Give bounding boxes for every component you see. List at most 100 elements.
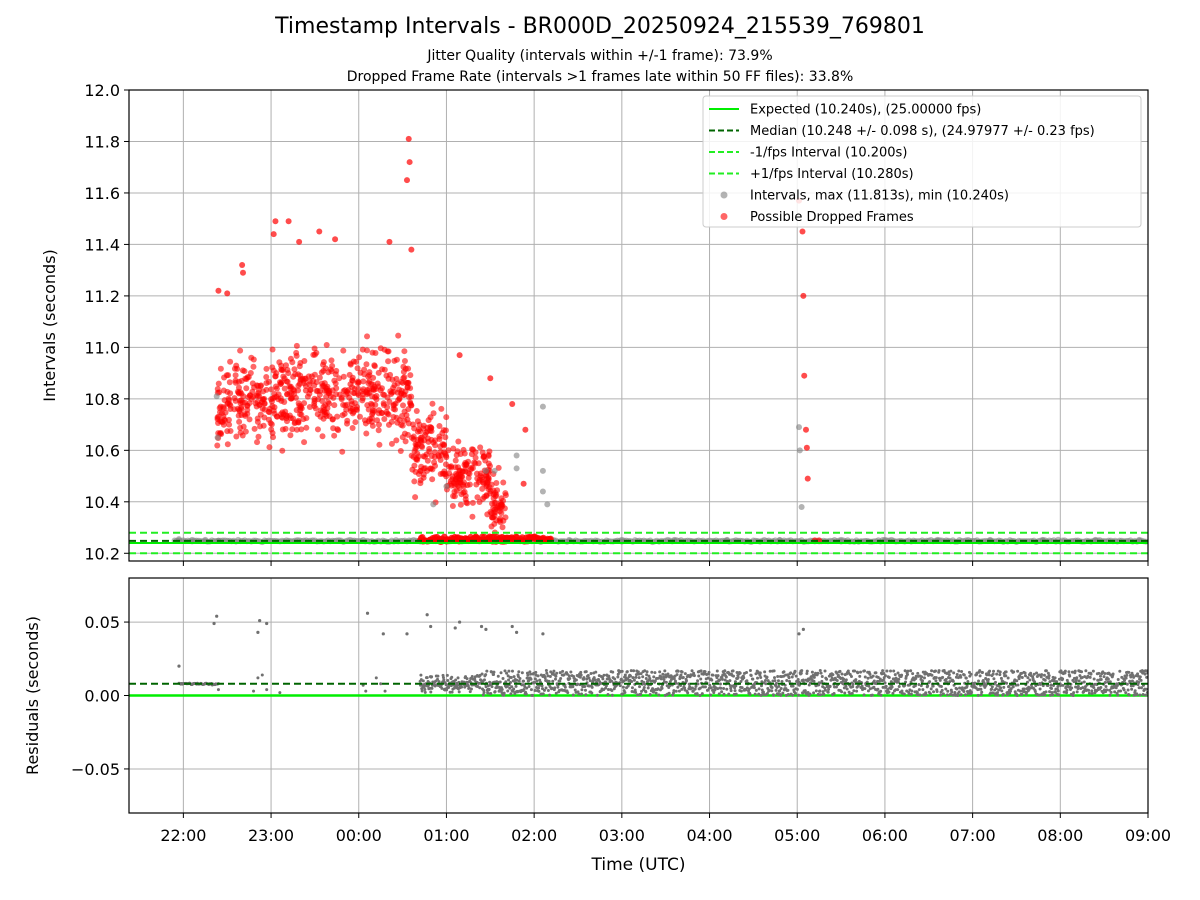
residual-point [1078, 674, 1082, 678]
residual-point [729, 686, 733, 690]
residual-point [700, 692, 704, 696]
legend-entry-label: Expected (10.240s), (25.00000 fps) [750, 103, 981, 118]
dropped-frame-point [428, 424, 435, 431]
residual-point [884, 684, 888, 688]
residual-point [365, 611, 370, 615]
residual-point [788, 679, 792, 683]
dropped-frame-point [336, 375, 343, 382]
residual-point [634, 675, 638, 679]
residual-point [763, 670, 767, 674]
residual-point [1119, 689, 1123, 693]
interval-point [430, 501, 437, 508]
residual-point [791, 684, 795, 688]
residual-point [818, 689, 822, 693]
residual-point [962, 689, 966, 693]
residual-point [405, 632, 409, 636]
dropped-frame-point [442, 461, 449, 468]
dropped-frame-point [477, 473, 484, 480]
residual-point [1096, 678, 1100, 682]
residual-point [450, 690, 454, 694]
residual-point [934, 676, 938, 680]
dropped-frame-point [227, 358, 234, 365]
residual-point [977, 679, 981, 683]
residual-point [637, 676, 641, 680]
residual-point [379, 682, 383, 686]
residual-point [966, 680, 970, 684]
dropped-frame-point [331, 402, 338, 409]
residual-point [940, 688, 944, 692]
residual-point [929, 687, 933, 691]
chart-subtitle-dropped: Dropped Frame Rate (intervals >1 frames … [346, 69, 854, 85]
dropped-frame-point [254, 439, 261, 446]
residual-point [563, 685, 567, 689]
dropped-frame-point [488, 523, 495, 530]
residual-point [590, 691, 594, 695]
residual-point [991, 691, 995, 695]
dropped-frame-point [239, 262, 246, 269]
residual-point [973, 681, 977, 685]
dropped-frame-point [494, 487, 501, 494]
residual-point [698, 693, 702, 697]
dropped-frame-point [365, 406, 372, 413]
residual-point [660, 686, 664, 690]
residual-point [597, 677, 601, 681]
residual-point [559, 676, 563, 680]
top-y-axis-label: Intervals (seconds) [40, 249, 59, 402]
residual-point [1000, 689, 1004, 693]
residual-point [529, 677, 533, 681]
dropped-frame-point [484, 511, 491, 518]
dropped-frame-point [217, 365, 224, 372]
residual-point [374, 676, 378, 680]
residual-point [674, 689, 678, 693]
dropped-frame-point [245, 394, 252, 401]
dropped-frame-point [457, 501, 464, 508]
interval-point [213, 393, 220, 400]
dropped-frame-point [282, 362, 289, 369]
dropped-frame-point [408, 246, 415, 253]
residual-point [1105, 688, 1109, 692]
residual-point [994, 687, 998, 691]
residual-point [1080, 670, 1084, 674]
residual-point [680, 687, 684, 691]
residual-point [548, 693, 552, 697]
residual-point [765, 675, 769, 679]
residual-point [922, 676, 926, 680]
residual-point [1131, 684, 1135, 688]
residual-point [594, 670, 598, 674]
dropped-frame-point [509, 401, 516, 407]
residual-point [503, 669, 507, 673]
residual-point [866, 676, 870, 680]
residual-point [1023, 674, 1027, 678]
dropped-frame-point [270, 367, 277, 374]
residual-point [941, 692, 945, 696]
residual-point [481, 693, 485, 697]
residual-point [467, 686, 471, 690]
dropped-frame-point [263, 379, 270, 386]
residual-point [761, 690, 765, 694]
residual-point [583, 685, 587, 689]
residual-point [998, 673, 1002, 677]
residual-point [819, 693, 823, 697]
dropped-frame-point [349, 410, 356, 417]
top-plot-area [129, 135, 1148, 555]
dropped-frame-point [425, 417, 432, 424]
dropped-frame-point [488, 514, 495, 521]
residual-point [1133, 689, 1137, 693]
dropped-frame-point [237, 347, 244, 354]
residual-point [872, 685, 876, 689]
residual-point [1081, 686, 1085, 690]
residual-point [636, 670, 640, 674]
residual-point [1108, 688, 1112, 692]
residual-point [676, 685, 680, 689]
residual-point [959, 693, 963, 697]
interval-point [539, 403, 546, 410]
residual-point [479, 624, 484, 629]
dropped-frame-point [260, 396, 267, 403]
residual-point [998, 670, 1002, 674]
residual-point [636, 693, 640, 697]
dropped-frame-point [322, 365, 329, 372]
residual-point [446, 679, 450, 683]
residual-point [425, 613, 429, 617]
dropped-frame-point [393, 437, 400, 444]
